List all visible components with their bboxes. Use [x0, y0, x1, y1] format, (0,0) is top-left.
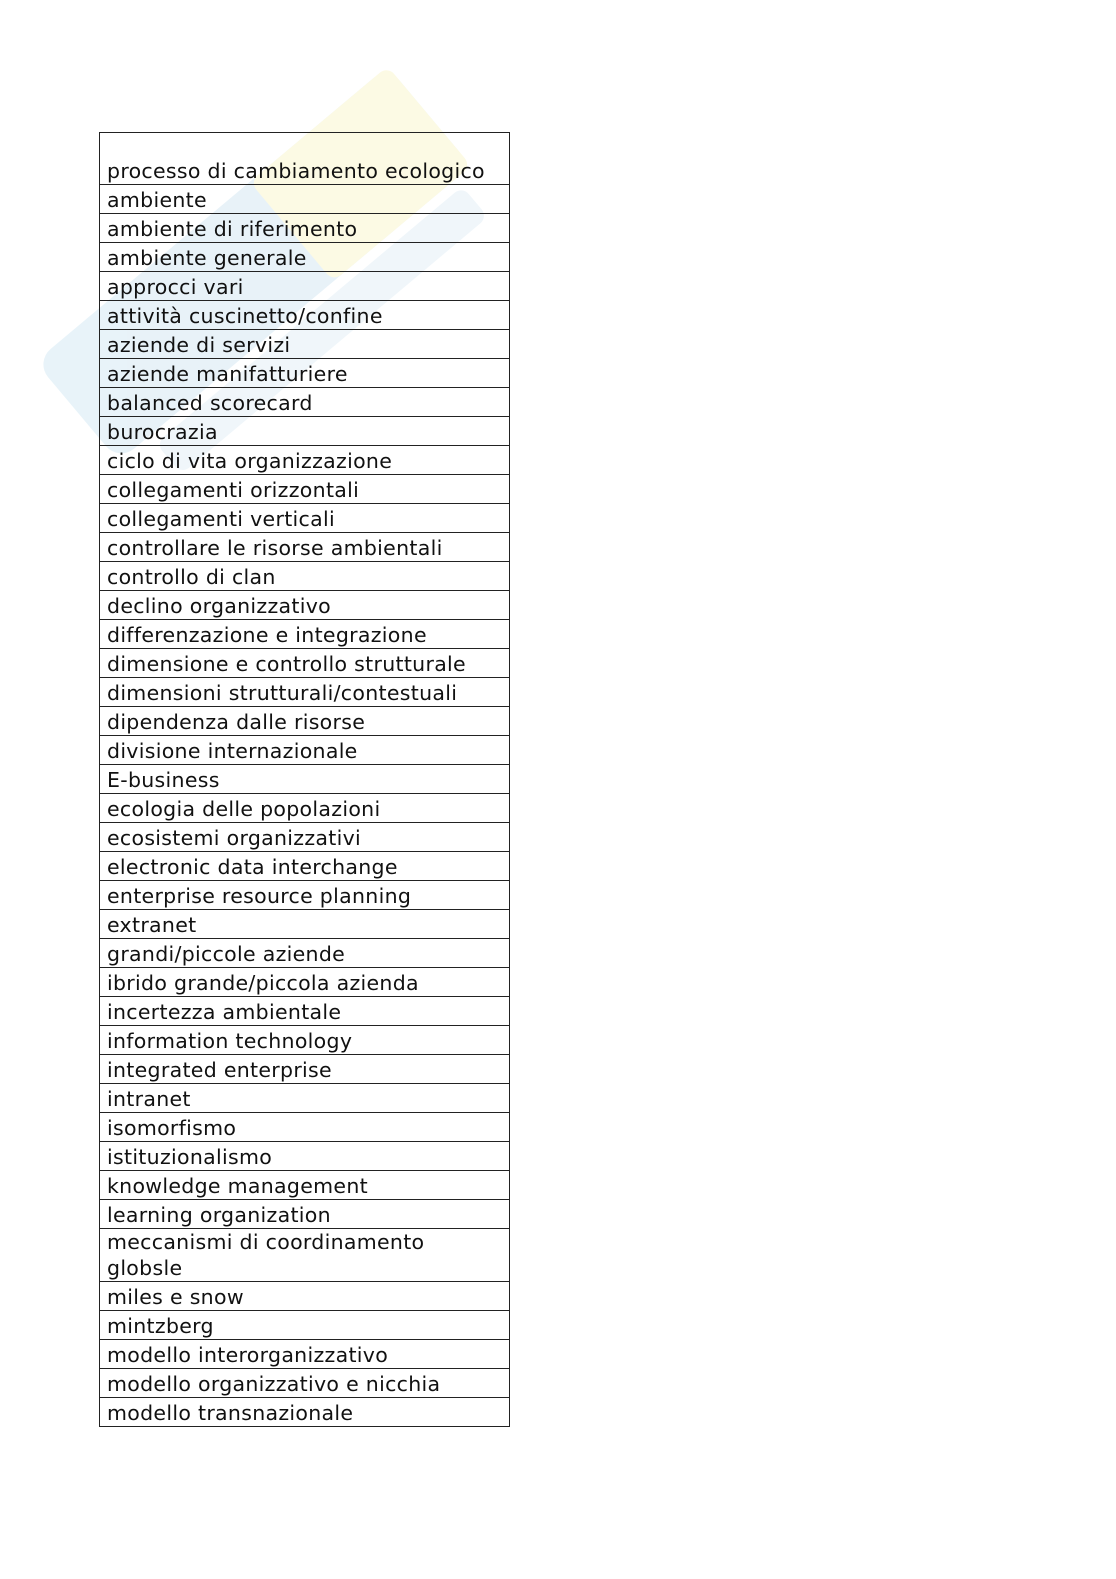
- table-row: balanced scorecard: [99, 387, 510, 417]
- term-cell: ambiente di riferimento: [99, 213, 510, 243]
- term-cell: balanced scorecard: [99, 387, 510, 417]
- term-cell: mintzberg: [99, 1310, 510, 1340]
- term-cell: modello organizzativo e nicchia: [99, 1368, 510, 1398]
- table-row: information technology: [99, 1025, 510, 1055]
- term-cell: controllo di clan: [99, 561, 510, 591]
- term-cell: ibrido grande/piccola azienda: [99, 967, 510, 997]
- terms-table: processo di cambiamento ecologico ambient…: [99, 132, 510, 1427]
- table-row: integrated enterprise: [99, 1054, 510, 1084]
- term-cell: miles e snow: [99, 1281, 510, 1311]
- table-row: declino organizzativo: [99, 590, 510, 620]
- term-cell: isomorfismo: [99, 1112, 510, 1142]
- table-row: mintzberg: [99, 1310, 510, 1340]
- term-cell: ambiente: [99, 184, 510, 214]
- table-row: dimensioni strutturali/contestuali: [99, 677, 510, 707]
- term-cell: modello transnazionale: [99, 1397, 510, 1427]
- term-cell: incertezza ambientale: [99, 996, 510, 1026]
- table-row: ecologia delle popolazioni: [99, 793, 510, 823]
- term-cell: enterprise resource planning: [99, 880, 510, 910]
- term-cell: approcci vari: [99, 271, 510, 301]
- term-cell: attività cuscinetto/confine: [99, 300, 510, 330]
- term-cell: divisione internazionale: [99, 735, 510, 765]
- table-row: meccanismi di coordinamento globsle: [99, 1228, 510, 1282]
- table-row: isomorfismo: [99, 1112, 510, 1142]
- term-cell: aziende di servizi: [99, 329, 510, 359]
- table-row: divisione internazionale: [99, 735, 510, 765]
- table-row: attività cuscinetto/confine: [99, 300, 510, 330]
- term-cell: ecologia delle popolazioni: [99, 793, 510, 823]
- term-cell: dimensione e controllo strutturale: [99, 648, 510, 678]
- table-row: processo di cambiamento ecologico: [99, 132, 510, 185]
- table-row: istituzionalismo: [99, 1141, 510, 1171]
- term-cell: extranet: [99, 909, 510, 939]
- term-cell: meccanismi di coordinamento globsle: [99, 1228, 510, 1282]
- table-row: learning organization: [99, 1199, 510, 1229]
- term-cell: electronic data interchange: [99, 851, 510, 881]
- term-cell: burocrazia: [99, 416, 510, 446]
- table-row: grandi/piccole aziende: [99, 938, 510, 968]
- term-cell: learning organization: [99, 1199, 510, 1229]
- term-cell: differenzazione e integrazione: [99, 619, 510, 649]
- term-cell: ciclo di vita organizzazione: [99, 445, 510, 475]
- table-row: incertezza ambientale: [99, 996, 510, 1026]
- table-row: collegamenti verticali: [99, 503, 510, 533]
- term-cell: aziende manifatturiere: [99, 358, 510, 388]
- table-row: controllare le risorse ambientali: [99, 532, 510, 562]
- term-cell: knowledge management: [99, 1170, 510, 1200]
- term-cell: processo di cambiamento ecologico: [99, 132, 510, 185]
- table-row: ambiente generale: [99, 242, 510, 272]
- term-cell: dimensioni strutturali/contestuali: [99, 677, 510, 707]
- table-row: modello organizzativo e nicchia: [99, 1368, 510, 1398]
- table-row: ciclo di vita organizzazione: [99, 445, 510, 475]
- term-cell: declino organizzativo: [99, 590, 510, 620]
- table-row: miles e snow: [99, 1281, 510, 1311]
- table-row: E-business: [99, 764, 510, 794]
- term-cell: ecosistemi organizzativi: [99, 822, 510, 852]
- term-cell: integrated enterprise: [99, 1054, 510, 1084]
- table-row: differenzazione e integrazione: [99, 619, 510, 649]
- table-row: ecosistemi organizzativi: [99, 822, 510, 852]
- term-cell: information technology: [99, 1025, 510, 1055]
- table-row: extranet: [99, 909, 510, 939]
- term-cell: istituzionalismo: [99, 1141, 510, 1171]
- term-cell: intranet: [99, 1083, 510, 1113]
- table-row: intranet: [99, 1083, 510, 1113]
- table-row: ambiente di riferimento: [99, 213, 510, 243]
- table-row: aziende manifatturiere: [99, 358, 510, 388]
- table-row: enterprise resource planning: [99, 880, 510, 910]
- table-row: modello transnazionale: [99, 1397, 510, 1427]
- table-row: modello interorganizzativo: [99, 1339, 510, 1369]
- table-row: aziende di servizi: [99, 329, 510, 359]
- table-row: dimensione e controllo strutturale: [99, 648, 510, 678]
- term-cell: ambiente generale: [99, 242, 510, 272]
- term-cell: E-business: [99, 764, 510, 794]
- table-row: dipendenza dalle risorse: [99, 706, 510, 736]
- term-cell: controllare le risorse ambientali: [99, 532, 510, 562]
- table-row: approcci vari: [99, 271, 510, 301]
- term-cell: modello interorganizzativo: [99, 1339, 510, 1369]
- table-row: collegamenti orizzontali: [99, 474, 510, 504]
- table-row: ibrido grande/piccola azienda: [99, 967, 510, 997]
- term-cell: grandi/piccole aziende: [99, 938, 510, 968]
- table-row: burocrazia: [99, 416, 510, 446]
- table-row: knowledge management: [99, 1170, 510, 1200]
- term-cell: collegamenti orizzontali: [99, 474, 510, 504]
- table-row: controllo di clan: [99, 561, 510, 591]
- term-cell: collegamenti verticali: [99, 503, 510, 533]
- term-cell: dipendenza dalle risorse: [99, 706, 510, 736]
- table-row: electronic data interchange: [99, 851, 510, 881]
- table-row: ambiente: [99, 184, 510, 214]
